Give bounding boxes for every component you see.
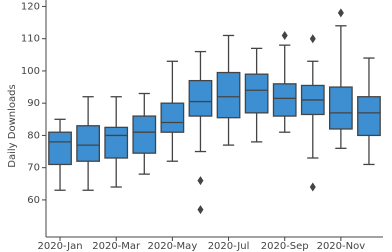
- box: [104, 126, 129, 159]
- x-tick-label: 2020-Mar: [92, 241, 141, 252]
- y-tick-label: 100: [21, 66, 40, 77]
- y-axis-label: Daily Downloads: [7, 84, 18, 167]
- box: [188, 79, 213, 117]
- y-tick-label: 120: [21, 1, 40, 12]
- y-tick-label: 110: [21, 34, 40, 45]
- box: [328, 86, 353, 130]
- box: [357, 96, 381, 137]
- y-tick-label: 90: [27, 98, 40, 109]
- outlier: [309, 34, 316, 44]
- outlier: [197, 205, 204, 215]
- box: [132, 115, 157, 154]
- y-tick-label: 60: [27, 195, 40, 206]
- y-tick-label: 80: [27, 130, 40, 141]
- outlier: [281, 30, 288, 40]
- x-tick-label: 2020-May: [148, 241, 198, 252]
- x-tick-label: 2020-Jul: [208, 241, 250, 252]
- x-tick-label: 2020-Sep: [261, 241, 309, 252]
- box: [76, 125, 101, 162]
- box: [160, 102, 185, 133]
- outlier: [337, 8, 344, 18]
- box: [48, 131, 72, 166]
- x-tick-label: 2020-Nov: [317, 241, 366, 252]
- box: [216, 71, 241, 119]
- x-tick-label: 2020-Jan: [38, 241, 83, 252]
- box: [244, 73, 269, 114]
- y-tick-label: 70: [27, 163, 40, 174]
- plot: 60 70 80 90 100 110 120: [21, 0, 383, 241]
- box: [272, 83, 297, 117]
- outlier: [197, 176, 204, 186]
- outlier: [309, 182, 316, 192]
